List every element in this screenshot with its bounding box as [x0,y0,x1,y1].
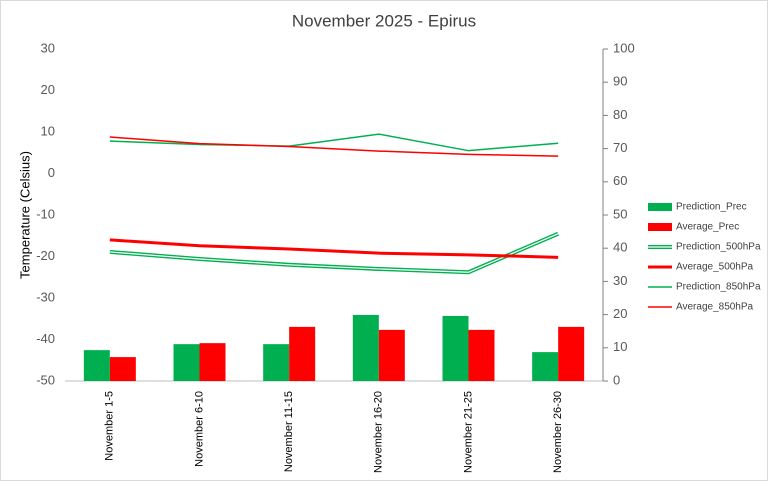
x-tick-label: November 6-10 [193,391,205,467]
y-tick-label: -10 [36,206,55,221]
y-tick-label: 30 [41,40,55,55]
bar [263,344,290,381]
bar [199,343,226,381]
line-inner [109,233,559,273]
bar [173,344,200,381]
y2-tick-label: 10 [613,339,627,354]
y2-tick-label: 50 [613,206,627,221]
bar [289,326,316,381]
legend-label: Prediction_500hPa [676,242,761,253]
legend-swatch [648,203,672,211]
x-tick-label: November 16-20 [373,391,385,473]
y-tick-label: -30 [36,289,55,304]
y-axis-title: Temperature (Celsius) [17,151,32,279]
legend-label: Average_850hPa [676,302,754,313]
bar [83,350,110,381]
y-tick-label: 0 [48,165,55,180]
y2-tick-label: 30 [613,273,627,288]
y2-tick-label: 0 [613,372,620,387]
bar [352,314,379,381]
line [109,136,559,157]
legend-label: Prediction_Prec [676,202,747,213]
legend-label: Prediction_850hPa [676,282,761,293]
y-tick-label: -40 [36,331,55,346]
bar [532,352,559,381]
legend-label: Average_500hPa [676,262,754,273]
y2-tick-label: 40 [613,240,627,255]
y2-tick-label: 20 [613,306,627,321]
y-tick-label: -20 [36,248,55,263]
bar [558,326,585,381]
bar [468,329,495,381]
bar [109,357,136,381]
x-tick-label: November 26-30 [552,391,564,473]
x-tick-label: November 11-15 [283,391,295,472]
x-tick-label: November 21-25 [462,391,474,473]
line [109,238,559,259]
chart-title: November 2025 - Epirus [292,11,476,30]
legend-swatch [648,223,672,231]
bar [442,315,469,381]
y2-tick-label: 90 [613,74,627,89]
y2-tick-label: 60 [613,173,627,188]
legend-label: Average_Prec [676,222,739,233]
bar [378,329,405,381]
y-tick-label: 10 [41,123,55,138]
y2-tick-label: 70 [613,140,627,155]
line [109,133,559,152]
y2-tick-label: 80 [613,107,627,122]
y-tick-label: -50 [36,372,55,387]
x-tick-label: November 1-5 [104,391,116,461]
y-tick-label: 20 [41,82,55,97]
y2-tick-label: 100 [613,40,635,55]
